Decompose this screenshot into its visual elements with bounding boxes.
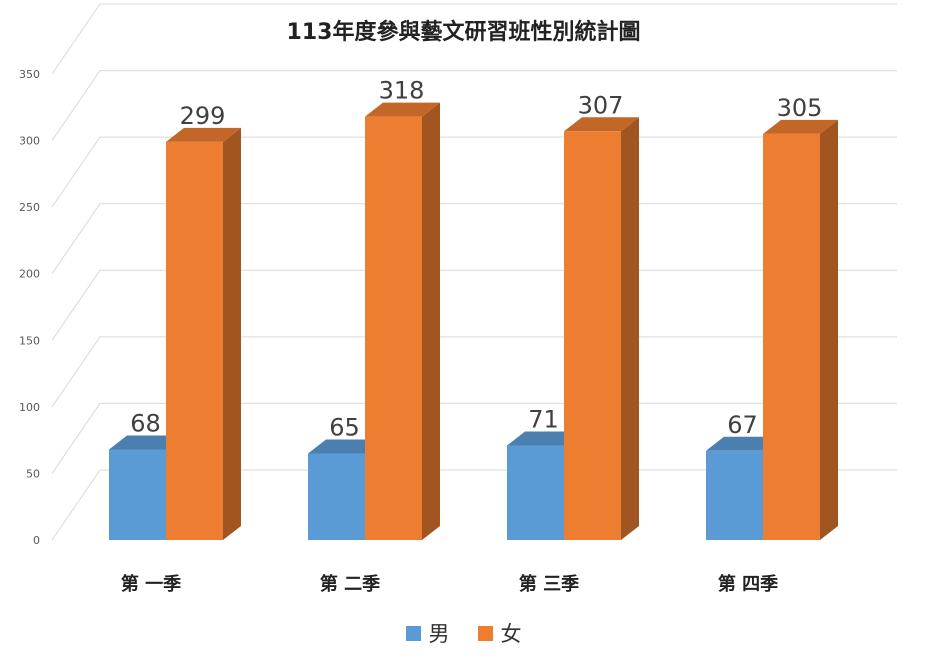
data-label: 68 <box>130 409 161 437</box>
x-axis-ticks: 第 一季 第 二季 第 三季 第 四季 <box>121 573 778 595</box>
data-labels: 68 299 65 318 71 307 67 305 <box>130 77 822 442</box>
data-label: 67 <box>727 411 758 439</box>
x-tick-label: 第 二季 <box>320 573 380 595</box>
data-label: 71 <box>528 405 559 433</box>
legend-swatch-female <box>477 625 493 641</box>
bar-female-2 <box>365 102 440 540</box>
legend-label-male: 男 <box>428 622 450 646</box>
x-tick-label: 第 三季 <box>519 573 579 595</box>
x-tick-label: 第 四季 <box>718 573 778 595</box>
y-tick-label: 150 <box>19 334 40 347</box>
gridline <box>51 70 897 141</box>
y-tick-label: 200 <box>19 268 40 281</box>
legend: 男 女 <box>0 618 927 648</box>
x-tick-label: 第 一季 <box>121 573 181 595</box>
y-tick-label: 100 <box>19 401 40 414</box>
y-tick-label: 350 <box>19 68 40 81</box>
y-axis-ticks: 0 50 100 150 200 250 300 350 <box>19 68 40 547</box>
bar-female-3 <box>564 117 639 540</box>
data-label: 307 <box>578 91 624 119</box>
y-tick-label: 300 <box>19 135 40 148</box>
data-label: 299 <box>180 102 226 130</box>
legend-item-male: 男 <box>405 618 450 648</box>
data-label: 318 <box>379 77 425 105</box>
bar-female-4 <box>763 119 838 541</box>
gridline <box>51 3 897 75</box>
bar-female-1 <box>166 127 241 540</box>
y-tick-label: 0 <box>33 534 40 547</box>
chart-title: 113年度參與藝文研習班性別統計圖 <box>286 20 641 45</box>
y-tick-label: 50 <box>26 467 40 480</box>
grid-lines <box>51 3 897 541</box>
bars <box>109 102 838 541</box>
legend-item-female: 女 <box>477 618 522 648</box>
legend-label-female: 女 <box>500 622 522 646</box>
data-label: 65 <box>329 413 360 441</box>
data-label: 305 <box>777 94 823 122</box>
y-tick-label: 250 <box>19 201 40 214</box>
legend-swatch-male <box>405 625 421 641</box>
bar-male-3 <box>507 431 582 540</box>
